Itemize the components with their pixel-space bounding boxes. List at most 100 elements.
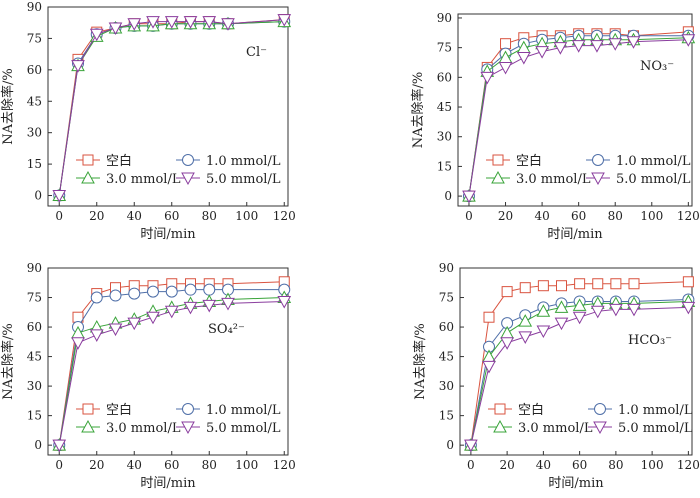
legend-marker-c3 — [493, 419, 507, 433]
data-point-c5 — [553, 42, 568, 55]
plot-frame — [459, 267, 693, 456]
data-point-c1 — [184, 283, 197, 296]
y-tick-label: 45 — [439, 350, 454, 364]
x-tick-label: 100 — [640, 209, 663, 223]
x-axis-label: 时间/min — [547, 227, 603, 242]
data-point-c5 — [681, 301, 696, 315]
ion-label: SO₄²⁻ — [208, 322, 245, 337]
data-point-blank — [592, 278, 604, 290]
data-point-c5 — [52, 190, 67, 203]
data-point-c5 — [536, 325, 551, 339]
data-point-c5 — [164, 305, 179, 319]
legend-label: 3.0 mmol/L — [106, 172, 181, 187]
legend-marker-c1 — [182, 403, 194, 415]
data-point-blank — [682, 276, 694, 288]
y-tick-label: 90 — [437, 11, 452, 25]
x-tick-label: 20 — [498, 209, 513, 223]
legend: 空白 1.0 mmol/L 3.0 mmol/L 5.0 mmol/L — [486, 153, 691, 187]
y-axis-label: NA去除率/% — [412, 323, 428, 400]
y-tick-label: 15 — [439, 409, 454, 423]
x-tick-label: 0 — [55, 209, 63, 223]
x-tick-label: 100 — [235, 209, 258, 223]
data-point-c5 — [221, 18, 235, 31]
x-tick-label: 60 — [164, 209, 179, 223]
legend-marker-c3 — [491, 170, 505, 184]
chart-panel-4: 0 20 40 60 80 100 120 0 15 30 45 60 75 90 时间/min NA去除率/… — [412, 261, 700, 491]
data-point-c5 — [71, 60, 85, 73]
legend-label: 1.0 mmol/L — [616, 154, 691, 169]
data-point-blank — [610, 278, 622, 290]
data-point-c5 — [500, 337, 514, 350]
legend-marker-c1 — [592, 154, 604, 166]
data-point-c5 — [146, 311, 160, 325]
legend-label: 3.0 mmol/L — [106, 421, 181, 436]
legend-label: 1.0 mmol/L — [206, 154, 281, 169]
x-tick-label: 40 — [536, 458, 551, 472]
data-point-c5 — [482, 360, 496, 374]
legend-label: 1.0 mmol/L — [206, 403, 281, 418]
data-point-c1 — [147, 285, 159, 298]
ion-label: HCO₃⁻ — [628, 333, 672, 348]
y-tick-label: 30 — [27, 379, 42, 393]
legend: 空白 1.0 mmol/L 3.0 mmol/L 5.0 mmol/L — [76, 153, 281, 187]
data-point-c5 — [127, 317, 142, 331]
data-point-c5 — [627, 303, 641, 317]
x-tick-label: 60 — [572, 458, 587, 472]
y-tick-label: 75 — [27, 31, 42, 45]
data-point-c5 — [554, 317, 569, 331]
data-point-c5 — [164, 16, 179, 29]
legend-label: 3.0 mmol/L — [516, 172, 591, 187]
data-point-c5 — [277, 14, 292, 27]
chart-panel-2: 0 20 40 60 80 100 120 0 15 30 45 60 75 90 时间/min NA去除率/… — [410, 11, 700, 242]
data-point-c3 — [518, 314, 533, 327]
ion-label: Cl⁻ — [246, 45, 267, 60]
x-tick-label: 80 — [608, 209, 623, 223]
y-tick-label: 45 — [27, 350, 42, 364]
data-point-c5 — [498, 61, 513, 75]
data-point-c5 — [480, 71, 495, 85]
data-point-c3 — [554, 300, 569, 313]
legend: 空白 1.0 mmol/L 3.0 mmol/L 5.0 mmol/L — [488, 402, 693, 436]
y-tick-label: 15 — [27, 409, 42, 423]
data-point-c5 — [590, 305, 605, 319]
data-point-c3 — [572, 298, 587, 311]
y-tick-label: 15 — [27, 157, 42, 171]
legend-label: 3.0 mmol/L — [518, 421, 593, 436]
y-axis-label: NA去除率/% — [0, 323, 16, 400]
data-point-c1 — [128, 287, 141, 300]
data-point-c5 — [89, 28, 104, 42]
x-tick-label: 20 — [89, 458, 104, 472]
data-point-c5 — [590, 40, 604, 53]
data-point-c5 — [71, 337, 85, 350]
legend-marker-c5 — [181, 172, 195, 186]
plot-frame — [47, 6, 289, 207]
data-point-c3 — [536, 304, 551, 317]
legend-marker-c3 — [81, 419, 95, 433]
x-tick-label: 0 — [467, 458, 475, 472]
y-tick-label: 60 — [437, 70, 452, 84]
data-point-c5 — [516, 52, 531, 65]
legend-marker-c1 — [182, 154, 194, 166]
ion-label: NO₃⁻ — [640, 59, 674, 74]
data-point-blank — [501, 286, 513, 298]
legend-marker-c3 — [81, 170, 95, 184]
data-point-c5 — [202, 299, 217, 313]
x-tick-label: 40 — [534, 209, 549, 223]
y-tick-label: 90 — [27, 0, 42, 14]
data-point-blank — [574, 278, 586, 290]
x-tick-label: 20 — [499, 458, 514, 472]
y-tick-label: 0 — [444, 189, 452, 203]
x-tick-label: 100 — [235, 458, 258, 472]
data-point-c5 — [608, 38, 623, 51]
legend: 空白 1.0 mmol/L 3.0 mmol/L 5.0 mmol/L — [76, 402, 281, 436]
data-point-c1 — [109, 289, 122, 302]
plot-frame — [47, 267, 289, 456]
y-tick-label: 30 — [27, 126, 42, 140]
legend-label: 空白 — [106, 402, 132, 418]
data-point-blank — [483, 311, 495, 323]
data-point-blank — [628, 278, 640, 290]
x-tick-label: 120 — [273, 458, 296, 472]
legend-marker-blank — [82, 154, 94, 166]
x-tick-label: 0 — [55, 458, 63, 472]
x-tick-label: 120 — [677, 458, 700, 472]
